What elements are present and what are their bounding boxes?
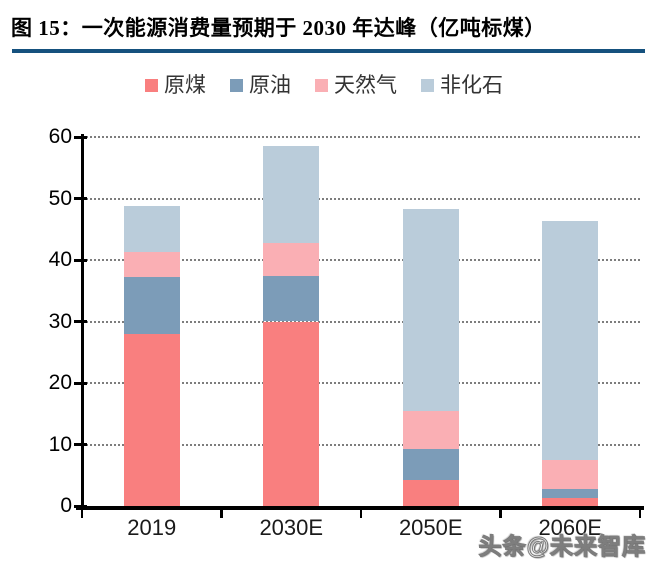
y-axis-tick-label: 50 [48,186,72,210]
gridline [83,259,640,261]
legend-swatch-icon [230,78,243,92]
legend-label: 原煤 [164,73,206,97]
legend-item: 原煤 [145,75,206,96]
gridline [83,197,640,200]
legend-item: 天然气 [315,75,397,96]
legend-swatch-icon [421,78,434,92]
x-axis-category-label: 2030E [259,515,324,540]
y-axis-tick-label: 10 [48,432,72,456]
x-axis-tick [638,506,642,518]
bar-segment [123,333,180,506]
y-axis-tick [74,258,87,262]
x-axis-category-label: 2019 [127,515,177,540]
title-underline [12,49,645,53]
bar-segment [542,220,599,460]
gridline [83,443,640,446]
bar-segment [263,242,320,276]
legend-label: 天然气 [334,73,397,97]
y-axis-tick [74,443,87,446]
legend-item: 原油 [230,75,291,96]
bar-segment [123,206,180,252]
bar-segment [263,275,320,322]
legend-label: 非化石 [440,73,503,97]
y-axis-tick [74,381,87,385]
bar-segment [263,145,320,243]
legend-swatch-icon [145,78,158,92]
legend-item: 非化石 [421,75,503,96]
gridline [83,136,640,138]
y-axis-tick [74,504,87,508]
y-axis-tick [74,320,87,323]
bar-segment [542,488,599,498]
x-axis-category-label: 2050E [398,515,463,540]
x-axis-tick [80,506,84,518]
bar-segment [123,276,180,334]
y-axis-tick-label: 40 [48,248,72,271]
gridline [83,382,640,384]
y-axis-tick-label: 20 [48,371,72,394]
x-axis-category-label: 2060E [538,515,603,540]
bar-segment [402,410,459,450]
y-axis-tick-label: 30 [48,309,72,333]
bar-segment [402,449,459,481]
bar-segment [263,321,320,506]
y-axis-tick [74,197,87,200]
bar-segment [123,252,180,277]
y-axis-tick-label: 0 [60,494,72,517]
chart-legend: 原煤 原油 天然气 非化石 [0,72,648,98]
x-axis-tick [220,506,223,518]
bar-segment [402,208,459,411]
bar-segment [542,498,599,506]
bar-segment [402,480,459,506]
gridline [83,320,640,323]
x-axis-tick [359,506,363,518]
x-axis-tick [499,506,502,518]
y-axis-tick-label: 60 [48,125,72,148]
legend-label: 原油 [249,73,291,97]
y-axis-tick [74,135,87,139]
figure-title: 图 15：一次能源消费量预期于 2030 年达峰（亿吨标煤） [11,16,546,40]
bar-segment [542,459,599,489]
watermark: 头条@未来智库 [478,533,646,560]
legend-swatch-icon [315,78,328,92]
